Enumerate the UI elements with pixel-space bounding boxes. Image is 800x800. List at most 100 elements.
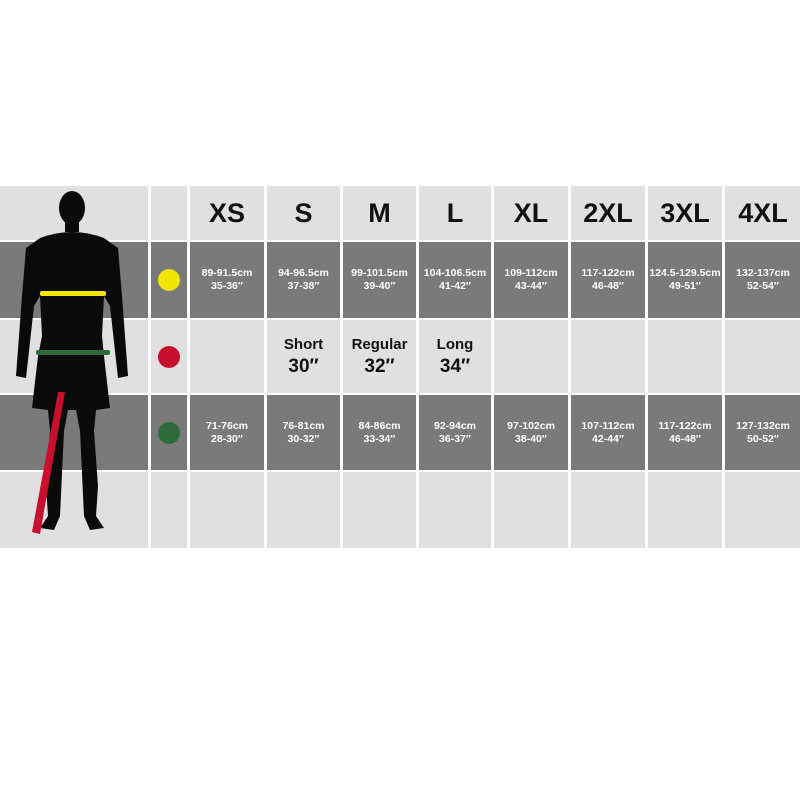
waist-cm: 71-76cm — [205, 419, 249, 432]
size-label: XL — [513, 197, 549, 228]
chest-cm: 99-101.5cm — [351, 267, 408, 279]
size-label: 3XL — [660, 197, 710, 228]
size-header: XS — [190, 186, 264, 240]
waist-cm: 127-132cm — [736, 419, 790, 432]
waist-in: 46-48″ — [669, 432, 701, 445]
leg-cell: Short 30″ — [267, 320, 340, 393]
chest-cell: 109-112cm 43-44″ — [494, 242, 568, 318]
waist-cm: 117-122cm — [658, 419, 712, 432]
size-header: 3XL — [648, 186, 722, 240]
marker-header-cell — [151, 186, 187, 240]
chest-cell: 117-122cm 46-48″ — [571, 242, 645, 318]
waist-in: 50-52″ — [747, 432, 779, 445]
leg-value: 32″ — [364, 355, 395, 377]
empty-cell — [725, 472, 800, 548]
leg-cell: Regular 32″ — [343, 320, 416, 393]
empty-cell — [648, 472, 722, 548]
empty-cell — [190, 472, 264, 548]
size-header: L — [419, 186, 491, 240]
waist-in: 28-30″ — [211, 432, 243, 445]
chest-cm: 104-106.5cm — [423, 267, 487, 279]
waist-in: 33-34″ — [363, 432, 396, 445]
leg-cell — [494, 320, 568, 393]
chest-in: 43-44″ — [515, 280, 547, 292]
chest-cm: 89-91.5cm — [201, 267, 253, 279]
empty-cell — [494, 472, 568, 548]
waist-cell: 127-132cm 50-52″ — [725, 395, 800, 470]
inside-leg-dot-icon — [158, 345, 180, 368]
size-header: 2XL — [571, 186, 645, 240]
chest-cell: 104-106.5cm 41-42″ — [419, 242, 491, 318]
chest-cm: 132-137cm — [736, 267, 790, 279]
chest-in: 39-40″ — [363, 280, 396, 292]
chest-in: 49-51″ — [669, 280, 701, 292]
chest-cm: 117-122cm — [581, 267, 635, 279]
waist-cell: 71-76cm 28-30″ — [190, 395, 264, 470]
leg-cell — [648, 320, 722, 393]
leg-label: Regular — [351, 335, 408, 353]
chest-cell: 99-101.5cm 39-40″ — [343, 242, 416, 318]
marker-cell — [151, 395, 187, 470]
chest-dot-icon — [158, 269, 180, 291]
marker-cell — [151, 320, 187, 393]
leg-value: 30″ — [288, 355, 319, 377]
inside-leg-marker — [32, 392, 65, 534]
chest-marker — [40, 291, 106, 296]
size-label: L — [446, 197, 464, 228]
size-header: XL — [494, 186, 568, 240]
size-header: M — [343, 186, 416, 240]
empty-cell — [343, 472, 416, 548]
waist-dot-icon — [158, 421, 180, 444]
waist-cell: 117-122cm 46-48″ — [648, 395, 722, 470]
leg-cell — [190, 320, 264, 393]
chest-cell: 89-91.5cm 35-36″ — [190, 242, 264, 318]
empty-cell — [151, 472, 187, 548]
chest-in: 52-54″ — [747, 280, 779, 292]
waist-cm: 92-94cm — [433, 419, 477, 432]
chest-cell: 94-96.5cm 37-38″ — [267, 242, 340, 318]
size-header: S — [267, 186, 340, 240]
marker-cell — [151, 242, 187, 318]
chest-in: 46-48″ — [592, 280, 624, 292]
empty-cell — [571, 472, 645, 548]
waist-cell: 107-112cm 42-44″ — [571, 395, 645, 470]
chest-cell: 132-137cm 52-54″ — [725, 242, 800, 318]
body-silhouette-icon — [16, 191, 128, 534]
waist-cell: 92-94cm 36-37″ — [419, 395, 491, 470]
waist-cm: 107-112cm — [581, 419, 635, 432]
waist-in: 30-32″ — [287, 432, 320, 445]
chest-cell: 124.5-129.5cm 49-51″ — [648, 242, 722, 318]
waist-marker — [36, 350, 110, 355]
leg-cell — [571, 320, 645, 393]
chest-in: 41-42″ — [439, 280, 471, 292]
size-chart-table: XS S M L XL 2XL 3XL 4XL 89-91.5cm 35-36″ 94-96.5cm… — [0, 186, 800, 548]
empty-cell — [0, 472, 148, 548]
empty-cell — [267, 472, 340, 548]
waist-in: 36-37″ — [439, 432, 471, 445]
waist-cm: 76-81cm — [282, 419, 325, 432]
leg-label: Long — [436, 335, 474, 353]
waist-in: 42-44″ — [592, 432, 624, 445]
leg-cell — [725, 320, 800, 393]
leg-value: 34″ — [439, 355, 471, 377]
waist-cell: 84-86cm 33-34″ — [343, 395, 416, 470]
chest-cm: 94-96.5cm — [278, 267, 329, 279]
waist-cell: 76-81cm 30-32″ — [267, 395, 340, 470]
size-label: 2XL — [583, 197, 633, 228]
size-label: 4XL — [738, 197, 788, 228]
size-label: XS — [208, 197, 246, 228]
chest-cm: 124.5-129.5cm — [649, 267, 721, 279]
size-label: M — [368, 197, 391, 228]
chest-cm: 109-112cm — [504, 267, 558, 279]
waist-cell: 97-102cm 38-40″ — [494, 395, 568, 470]
leg-label: Short — [283, 335, 324, 353]
size-header: 4XL — [725, 186, 800, 240]
waist-cm: 84-86cm — [358, 419, 401, 432]
waist-in: 38-40″ — [515, 432, 547, 445]
size-label: S — [294, 197, 313, 228]
leg-cell: Long 34″ — [419, 320, 491, 393]
empty-cell — [419, 472, 491, 548]
chest-in: 35-36″ — [211, 280, 243, 292]
waist-cm: 97-102cm — [507, 419, 555, 432]
chest-in: 37-38″ — [287, 280, 320, 292]
